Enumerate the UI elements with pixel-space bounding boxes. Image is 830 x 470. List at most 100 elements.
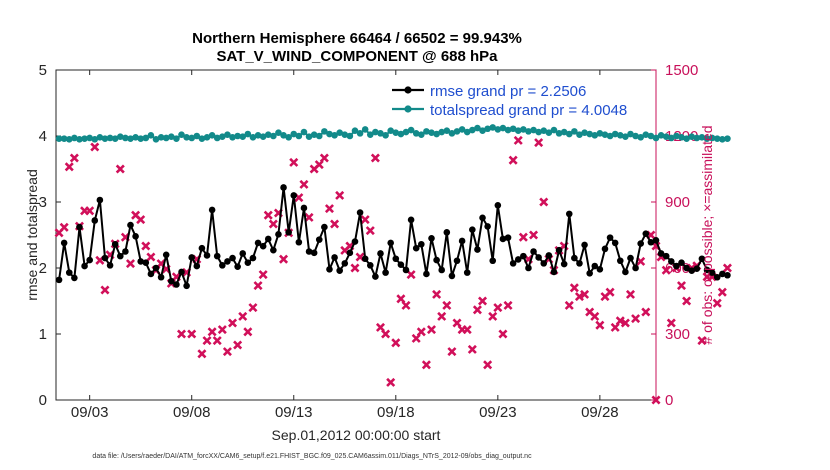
rmse-point — [601, 245, 609, 253]
rmse-point — [203, 252, 211, 259]
spread-point — [224, 131, 231, 138]
obs-point — [365, 226, 375, 236]
rmse-point — [315, 236, 323, 243]
rmse-point — [525, 264, 532, 272]
y-tick-label: 1 — [39, 326, 47, 343]
legend-spread-marker — [404, 105, 412, 113]
spread-point — [336, 129, 343, 136]
rmse-point — [280, 184, 287, 191]
chart-title: Northern Hemisphere 66464 / 66502 = 99.9… — [192, 30, 522, 47]
spread-point — [132, 134, 139, 141]
spread-point — [157, 134, 165, 141]
spread-point — [693, 134, 701, 142]
obs-point — [85, 206, 95, 216]
rmse-point — [127, 221, 134, 229]
spread-point — [504, 126, 512, 134]
obs-point — [299, 179, 309, 189]
spread-point — [326, 130, 333, 138]
rmse-point — [581, 241, 588, 249]
spread-point — [173, 135, 180, 142]
y2-tick-label: 300 — [665, 326, 690, 343]
y-tick-label: 0 — [39, 392, 47, 409]
y2-tick-label: 1500 — [665, 62, 698, 79]
spread-point — [514, 127, 522, 135]
obs-point — [682, 296, 692, 306]
spread-point — [234, 132, 241, 140]
spread-point — [601, 131, 609, 138]
spread-point — [290, 130, 298, 138]
rmse-point — [321, 223, 328, 231]
rmse-point — [341, 260, 349, 267]
obs-point — [712, 298, 722, 308]
spread-point — [484, 125, 491, 133]
obs-point — [268, 219, 278, 229]
spread-point — [647, 132, 655, 140]
spread-point — [219, 133, 226, 140]
rmse-point — [60, 239, 68, 247]
obs-point — [697, 336, 707, 346]
spread-point — [361, 126, 369, 133]
rmse-point — [76, 223, 83, 231]
rmse-point — [106, 262, 114, 269]
spread-point — [116, 133, 124, 140]
spread-point — [152, 136, 160, 143]
rmse-point — [458, 237, 466, 245]
spread-point — [688, 133, 696, 140]
rmse-point — [632, 264, 639, 272]
rmse-point — [213, 252, 221, 260]
obs-point — [202, 336, 212, 346]
rmse-point — [673, 262, 680, 270]
rmse-point — [474, 246, 481, 253]
obs-point — [421, 360, 431, 370]
spread-point — [96, 134, 104, 141]
x-axis-label: Sep.01,2012 00:00:00 start — [272, 427, 441, 443]
obs-point — [248, 303, 258, 313]
obs-point — [478, 296, 488, 306]
obs-point — [406, 270, 416, 280]
spread-point — [683, 135, 690, 142]
rmse-point — [520, 252, 527, 260]
rmse-point — [387, 239, 394, 247]
rmse-point — [616, 257, 624, 265]
legend-spread-label: totalspread grand pr = 4.0048 — [430, 102, 627, 119]
rmse-point — [101, 254, 109, 262]
rmse-point — [586, 269, 593, 277]
obs-point — [651, 395, 661, 405]
spread-point — [285, 134, 292, 141]
rmse-point — [264, 235, 272, 243]
obs-point — [631, 314, 641, 324]
y-tick-label: 5 — [39, 62, 47, 79]
obs-point — [233, 340, 243, 350]
y-tick-label: 4 — [39, 128, 47, 145]
rmse-point — [433, 256, 440, 264]
spread-point — [372, 128, 379, 136]
spread-point — [275, 129, 282, 136]
spread-point — [183, 134, 190, 141]
rmse-point — [708, 269, 716, 276]
obs-point — [222, 347, 232, 357]
spread-point — [249, 134, 257, 141]
rmse-point — [565, 210, 573, 218]
spread-point — [300, 128, 308, 136]
rmse-point — [402, 266, 410, 274]
obs-point — [666, 318, 676, 328]
spread-point — [474, 124, 481, 132]
rmse-point — [428, 235, 435, 242]
rmse-point — [535, 254, 542, 261]
rmse-point — [366, 262, 374, 269]
spread-point — [525, 128, 532, 135]
spread-point — [106, 134, 114, 142]
obs-point — [432, 289, 442, 299]
x-tick-label: 09/23 — [479, 404, 517, 421]
spread-point — [673, 132, 680, 140]
obs-point — [125, 259, 136, 269]
rmse-point — [713, 273, 721, 281]
rmse-point — [540, 260, 548, 267]
obs-point — [503, 300, 513, 310]
spread-point — [213, 134, 221, 142]
obs-point — [59, 222, 69, 232]
obs-point — [335, 190, 345, 200]
rmse-point — [142, 259, 150, 267]
spread-point — [657, 132, 665, 139]
rmse-point — [392, 255, 400, 263]
